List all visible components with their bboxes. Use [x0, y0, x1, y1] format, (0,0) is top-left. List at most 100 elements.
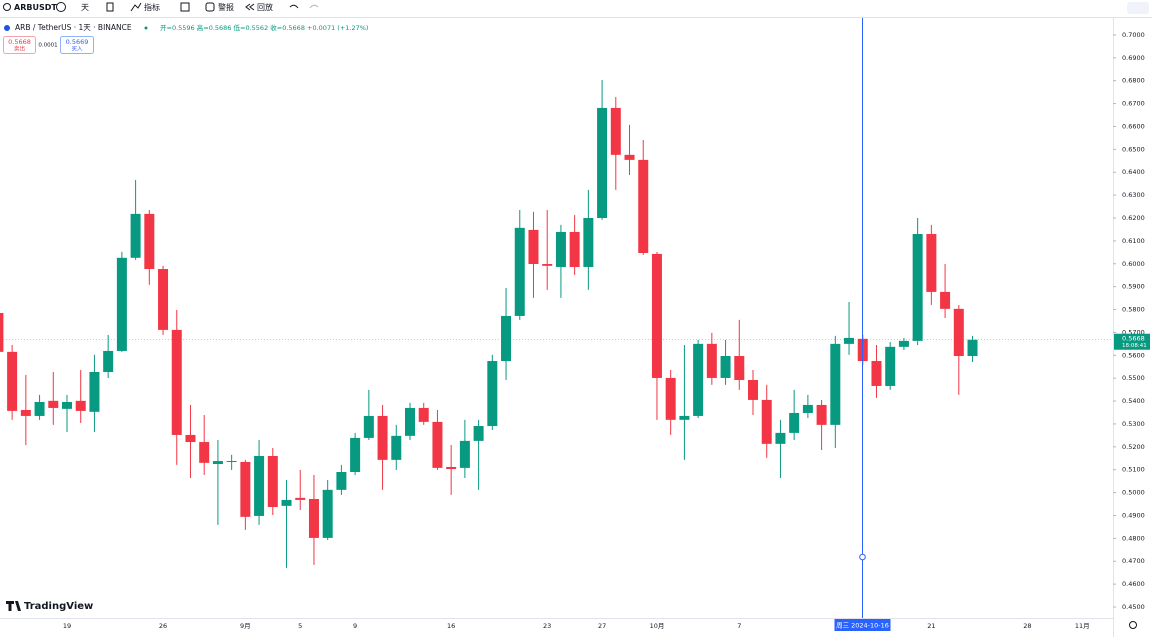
alert-icon[interactable]	[205, 2, 215, 12]
candle-body	[350, 437, 361, 473]
indicator-icon[interactable]	[130, 2, 142, 12]
candle-body	[363, 415, 374, 438]
x-tick-label: 9月	[240, 622, 251, 630]
top-right-button[interactable]	[1127, 2, 1149, 14]
candle-body	[48, 400, 59, 408]
candle-body	[20, 409, 31, 416]
candle-body	[0, 312, 4, 352]
x-tick-label: 5	[298, 622, 302, 630]
candle-body	[885, 346, 896, 386]
candle-body	[487, 361, 498, 427]
candle-body	[528, 229, 539, 264]
redo-button[interactable]	[309, 4, 319, 9]
candle-body	[446, 466, 457, 470]
buy-button[interactable]	[60, 36, 94, 54]
undo-button[interactable]	[289, 4, 299, 9]
candle-body	[926, 234, 937, 292]
candle-body	[89, 372, 100, 412]
tv-logo	[6, 601, 21, 611]
chart-type-button[interactable]	[106, 2, 114, 12]
y-tick-label: 0.6200	[1122, 214, 1145, 222]
candle-body	[7, 351, 18, 411]
candle-body	[295, 497, 306, 500]
y-tick-label: 0.4600	[1122, 580, 1145, 588]
x-tick-label: 21	[927, 622, 935, 630]
last-price-label: 0.5668	[1122, 335, 1145, 343]
candle-body	[212, 461, 223, 464]
x-tick-label: 26	[159, 622, 167, 630]
y-tick-label: 0.5700	[1122, 328, 1145, 336]
candle-body	[116, 257, 127, 351]
settings-button[interactable]	[1129, 621, 1137, 629]
candle-body	[405, 407, 415, 436]
candle-body	[281, 499, 292, 506]
sell-button[interactable]	[3, 36, 36, 54]
crosshair-handle	[859, 553, 866, 561]
y-tick-label: 0.6700	[1122, 100, 1145, 108]
candle-body	[651, 253, 662, 378]
spread: 0.0001	[38, 43, 57, 49]
y-tick-label: 0.6100	[1122, 237, 1145, 245]
candle-body	[144, 213, 155, 270]
interval-button[interactable]: 天	[81, 3, 89, 12]
candle-body	[624, 154, 635, 160]
search-icon[interactable]	[3, 3, 11, 11]
candle-body	[75, 400, 86, 411]
candle-body	[62, 401, 72, 409]
candle-body	[308, 499, 319, 538]
candle-body	[775, 432, 786, 444]
x-tick-label: 16	[447, 622, 455, 630]
x-tick-label: 10月	[650, 622, 665, 630]
candle-body	[816, 404, 827, 425]
candle-body	[267, 455, 278, 508]
candle-body	[871, 361, 882, 386]
y-tick-label: 0.5400	[1122, 397, 1145, 405]
indicators-button[interactable]: 指标	[144, 2, 160, 12]
candle-body	[254, 455, 265, 516]
candle-body	[638, 159, 649, 254]
candle-body	[514, 227, 525, 316]
y-tick-label: 0.6400	[1122, 168, 1145, 176]
status-dot	[144, 26, 148, 30]
buy-price: 0.5669	[66, 38, 89, 46]
candle-body	[158, 269, 169, 330]
compare-button[interactable]	[56, 2, 66, 12]
y-tick-label: 0.5300	[1122, 420, 1145, 428]
candle-body	[185, 434, 196, 443]
candle-body	[240, 461, 251, 517]
y-tick-label: 0.5800	[1122, 306, 1145, 314]
y-tick-label: 0.4800	[1122, 534, 1145, 542]
candle-body	[336, 472, 347, 490]
crosshair-date-box	[834, 619, 891, 631]
candle-body	[597, 107, 608, 218]
x-tick-label: 23	[543, 622, 551, 630]
symbol-button[interactable]: ARBUSDT	[14, 3, 57, 12]
x-tick-label: 28	[1023, 622, 1031, 630]
candle-body	[898, 340, 909, 347]
candle-body	[322, 489, 333, 538]
replay-button[interactable]: 回放	[257, 2, 273, 12]
crosshair-date: 周三 2024-10-16	[836, 622, 889, 630]
candle-body	[473, 426, 484, 441]
candle-body	[103, 350, 114, 373]
x-tick-label: 11月	[1075, 622, 1090, 630]
candle-body	[569, 231, 580, 267]
toolbar	[0, 0, 1152, 17]
alert-button[interactable]: 警报	[218, 2, 234, 12]
candle-body	[418, 407, 429, 422]
y-tick-label: 0.4500	[1122, 603, 1145, 611]
y-tick-label: 0.4900	[1122, 511, 1145, 519]
candle-body	[432, 421, 443, 468]
candle-body	[555, 231, 566, 267]
symbol-line: ARB / TetherUS · 1天 · BINANCE	[15, 23, 132, 32]
x-tick-label: 9	[353, 622, 357, 630]
y-tick-label: 0.5000	[1122, 489, 1145, 497]
replay-icon[interactable]	[245, 3, 255, 11]
layout-button[interactable]	[180, 2, 190, 12]
countdown: 18:08:41	[1122, 343, 1147, 349]
candle-body	[802, 404, 813, 413]
candle-body	[459, 440, 470, 468]
candle-body	[706, 343, 717, 378]
